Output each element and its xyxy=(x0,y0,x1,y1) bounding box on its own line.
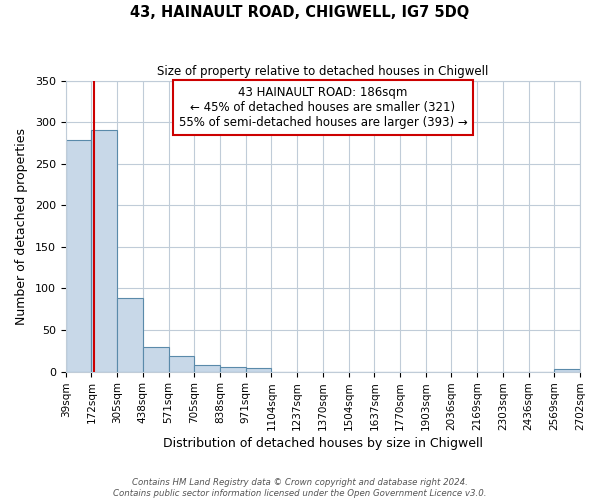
Bar xyxy=(194,365,220,372)
X-axis label: Distribution of detached houses by size in Chigwell: Distribution of detached houses by size … xyxy=(163,437,483,450)
Bar xyxy=(246,368,271,372)
Text: Contains HM Land Registry data © Crown copyright and database right 2024.
Contai: Contains HM Land Registry data © Crown c… xyxy=(113,478,487,498)
Bar xyxy=(220,366,246,372)
Bar xyxy=(117,298,143,372)
Bar xyxy=(169,356,194,372)
Title: Size of property relative to detached houses in Chigwell: Size of property relative to detached ho… xyxy=(157,65,488,78)
Bar xyxy=(143,348,169,372)
Text: 43, HAINAULT ROAD, CHIGWELL, IG7 5DQ: 43, HAINAULT ROAD, CHIGWELL, IG7 5DQ xyxy=(130,5,470,20)
Bar xyxy=(66,140,91,372)
Bar xyxy=(554,369,580,372)
Bar xyxy=(91,130,117,372)
Y-axis label: Number of detached properties: Number of detached properties xyxy=(15,128,28,324)
Text: 43 HAINAULT ROAD: 186sqm
← 45% of detached houses are smaller (321)
55% of semi-: 43 HAINAULT ROAD: 186sqm ← 45% of detach… xyxy=(179,86,467,130)
